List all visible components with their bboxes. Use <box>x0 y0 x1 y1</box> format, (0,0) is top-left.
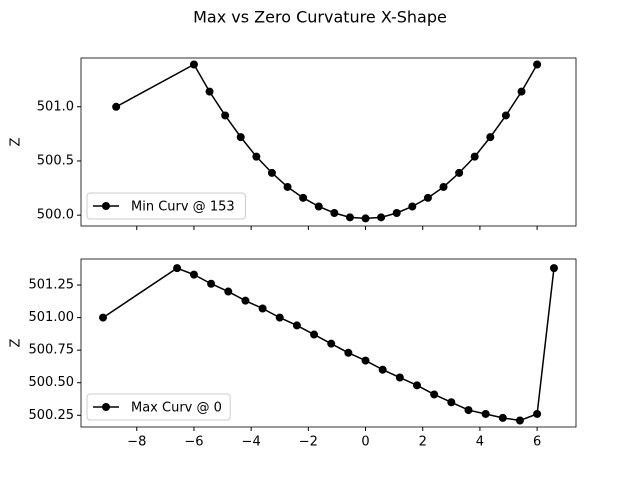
y-tick-label: 500.75 <box>29 343 75 358</box>
point <box>112 102 121 111</box>
y-tick-label: 500.5 <box>37 153 74 168</box>
point <box>501 111 510 120</box>
point <box>241 296 250 305</box>
point <box>205 87 214 96</box>
point <box>345 213 354 222</box>
point <box>292 321 301 330</box>
x-tick-label: 2 <box>419 435 427 450</box>
point <box>395 373 404 382</box>
point <box>515 416 524 425</box>
point <box>470 152 479 161</box>
point <box>314 202 323 211</box>
point <box>447 398 456 407</box>
series-line <box>115 63 538 220</box>
point <box>189 60 198 69</box>
point <box>533 409 542 418</box>
point <box>189 270 198 279</box>
y-axis-label: Z <box>9 338 24 347</box>
point <box>258 304 267 313</box>
x-tick-label: −4 <box>242 435 261 450</box>
point <box>464 406 473 415</box>
point <box>392 208 401 217</box>
x-tick-label: −8 <box>127 435 146 450</box>
point <box>310 330 319 339</box>
y-tick-label: 500.25 <box>29 408 75 423</box>
point <box>408 202 417 211</box>
y-tick-label: 501.00 <box>29 310 75 325</box>
point <box>275 313 284 322</box>
x-tick-label: −2 <box>299 435 318 450</box>
axes-frame <box>80 57 577 227</box>
legend-marker <box>102 403 110 411</box>
point <box>549 264 558 273</box>
point <box>361 356 370 365</box>
point <box>486 133 495 142</box>
legend-box <box>86 192 246 220</box>
y-tick-label: 501.0 <box>37 99 74 114</box>
point <box>423 193 432 202</box>
figure-title: Max vs Zero Curvature X-Shape <box>193 8 447 27</box>
point <box>533 60 542 69</box>
legend-label: Max Curv @ 0 <box>131 401 222 416</box>
point <box>439 182 448 191</box>
point <box>283 182 292 191</box>
legend-box <box>86 393 231 421</box>
point <box>413 381 422 390</box>
x-tick-label: 0 <box>361 435 369 450</box>
point <box>377 213 386 222</box>
point <box>236 133 245 142</box>
y-tick-label: 500.0 <box>37 208 74 223</box>
point <box>267 168 276 177</box>
legend-marker <box>102 202 110 210</box>
x-tick-label: 6 <box>533 435 541 450</box>
point <box>430 390 439 399</box>
point <box>99 313 108 322</box>
point <box>252 152 261 161</box>
x-tick-label: −6 <box>184 435 203 450</box>
y-axis-label: Z <box>9 137 24 146</box>
point <box>327 339 336 348</box>
y-tick-label: 501.25 <box>29 278 75 293</box>
point <box>330 208 339 217</box>
point <box>517 87 526 96</box>
legend-label: Min Curv @ 153 <box>131 200 235 215</box>
point <box>299 193 308 202</box>
point <box>378 365 387 374</box>
point <box>207 279 216 288</box>
x-tick-label: 4 <box>476 435 484 450</box>
point <box>224 287 233 296</box>
point <box>481 409 490 418</box>
point <box>221 111 230 120</box>
axes-frame <box>80 258 577 428</box>
point <box>173 264 182 273</box>
point <box>344 348 353 357</box>
point <box>455 168 464 177</box>
point <box>498 413 507 422</box>
point <box>361 214 370 223</box>
y-tick-label: 500.50 <box>29 375 75 390</box>
